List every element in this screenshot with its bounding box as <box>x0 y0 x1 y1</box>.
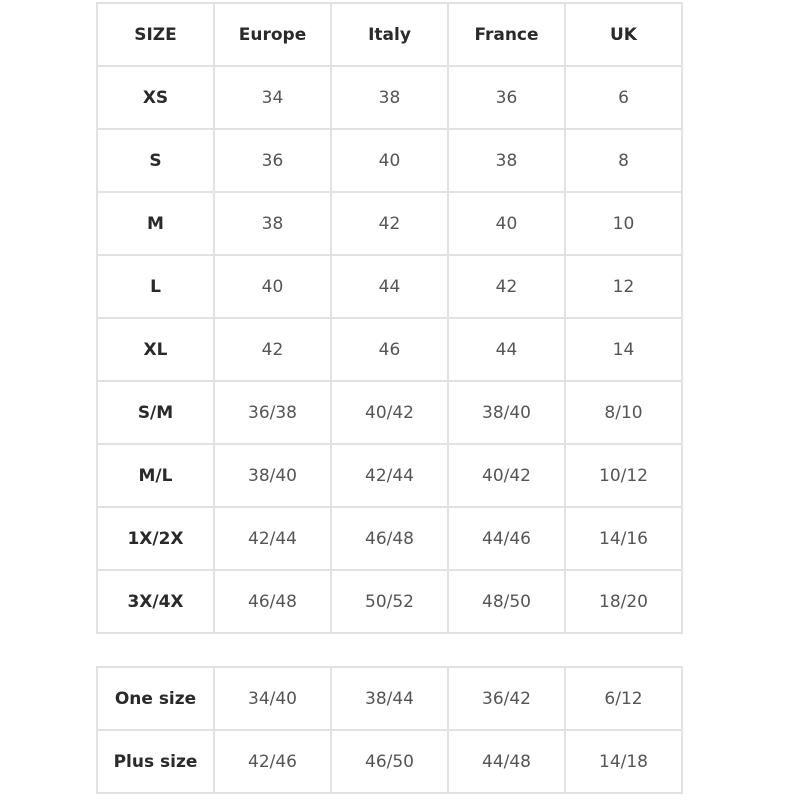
column-header: Italy <box>330 2 449 67</box>
size-value-cell: 42/46 <box>213 729 332 794</box>
size-value-cell: 44/46 <box>447 506 566 571</box>
size-value-cell: 14/18 <box>564 729 683 794</box>
size-value-cell: 50/52 <box>330 569 449 634</box>
size-value-cell: 38/40 <box>213 443 332 508</box>
size-value-cell: 42/44 <box>213 506 332 571</box>
size-value-cell: 6 <box>564 65 683 130</box>
size-value-cell: 6/12 <box>564 666 683 731</box>
size-value-cell: 38/44 <box>330 666 449 731</box>
size-value-cell: 40 <box>213 254 332 319</box>
size-value-cell: 42 <box>330 191 449 256</box>
size-label-cell: M <box>96 191 215 256</box>
table-row: 1X/2X 42/44 46/48 44/46 14/16 <box>96 506 683 571</box>
size-value-cell: 36/38 <box>213 380 332 445</box>
size-value-cell: 48/50 <box>447 569 566 634</box>
size-value-cell: 42 <box>447 254 566 319</box>
size-label-cell: XS <box>96 65 215 130</box>
size-label-cell: 1X/2X <box>96 506 215 571</box>
size-label-cell: 3X/4X <box>96 569 215 634</box>
size-value-cell: 14 <box>564 317 683 382</box>
table-row: XL 42 46 44 14 <box>96 317 683 382</box>
size-value-cell: 34 <box>213 65 332 130</box>
size-label-cell: S <box>96 128 215 193</box>
header-row: SIZE Europe Italy France UK <box>96 2 683 67</box>
table-row: XS 34 38 36 6 <box>96 65 683 130</box>
column-header: Europe <box>213 2 332 67</box>
size-value-cell: 8/10 <box>564 380 683 445</box>
size-label-cell: M/L <box>96 443 215 508</box>
table-row: L 40 44 42 12 <box>96 254 683 319</box>
size-value-cell: 44 <box>447 317 566 382</box>
size-value-cell: 42/44 <box>330 443 449 508</box>
table-row: One size 34/40 38/44 36/42 6/12 <box>96 666 683 731</box>
size-value-cell: 10 <box>564 191 683 256</box>
size-label-cell: S/M <box>96 380 215 445</box>
size-value-cell: 40/42 <box>447 443 566 508</box>
size-value-cell: 36/42 <box>447 666 566 731</box>
table-row: 3X/4X 46/48 50/52 48/50 18/20 <box>96 569 683 634</box>
size-value-cell: 8 <box>564 128 683 193</box>
size-value-cell: 10/12 <box>564 443 683 508</box>
size-value-cell: 36 <box>213 128 332 193</box>
size-value-cell: 12 <box>564 254 683 319</box>
size-label-cell: L <box>96 254 215 319</box>
size-value-cell: 36 <box>447 65 566 130</box>
table-row: Plus size 42/46 46/50 44/48 14/18 <box>96 729 683 794</box>
size-value-cell: 38/40 <box>447 380 566 445</box>
column-header: UK <box>564 2 683 67</box>
size-value-cell: 34/40 <box>213 666 332 731</box>
table-row: M/L 38/40 42/44 40/42 10/12 <box>96 443 683 508</box>
column-header: France <box>447 2 566 67</box>
size-value-cell: 42 <box>213 317 332 382</box>
table-row: S/M 36/38 40/42 38/40 8/10 <box>96 380 683 445</box>
size-value-cell: 18/20 <box>564 569 683 634</box>
size-value-cell: 38 <box>330 65 449 130</box>
size-value-cell: 38 <box>447 128 566 193</box>
table-row: M 38 42 40 10 <box>96 191 683 256</box>
size-value-cell: 44/48 <box>447 729 566 794</box>
size-value-cell: 40 <box>447 191 566 256</box>
size-value-cell: 38 <box>213 191 332 256</box>
size-value-cell: 46 <box>330 317 449 382</box>
size-value-cell: 44 <box>330 254 449 319</box>
size-label-cell: Plus size <box>96 729 215 794</box>
size-value-cell: 46/50 <box>330 729 449 794</box>
extra-sizes-table: One size 34/40 38/44 36/42 6/12 Plus size 42/4… <box>96 666 683 794</box>
size-value-cell: 40 <box>330 128 449 193</box>
column-header: SIZE <box>96 2 215 67</box>
size-chart-table: SIZE Europe Italy France UK XS 34 38 36 6 S 36 40 38 8… <box>96 2 683 634</box>
size-label-cell: One size <box>96 666 215 731</box>
size-value-cell: 46/48 <box>213 569 332 634</box>
size-value-cell: 14/16 <box>564 506 683 571</box>
size-value-cell: 40/42 <box>330 380 449 445</box>
table-row: S 36 40 38 8 <box>96 128 683 193</box>
size-label-cell: XL <box>96 317 215 382</box>
size-value-cell: 46/48 <box>330 506 449 571</box>
